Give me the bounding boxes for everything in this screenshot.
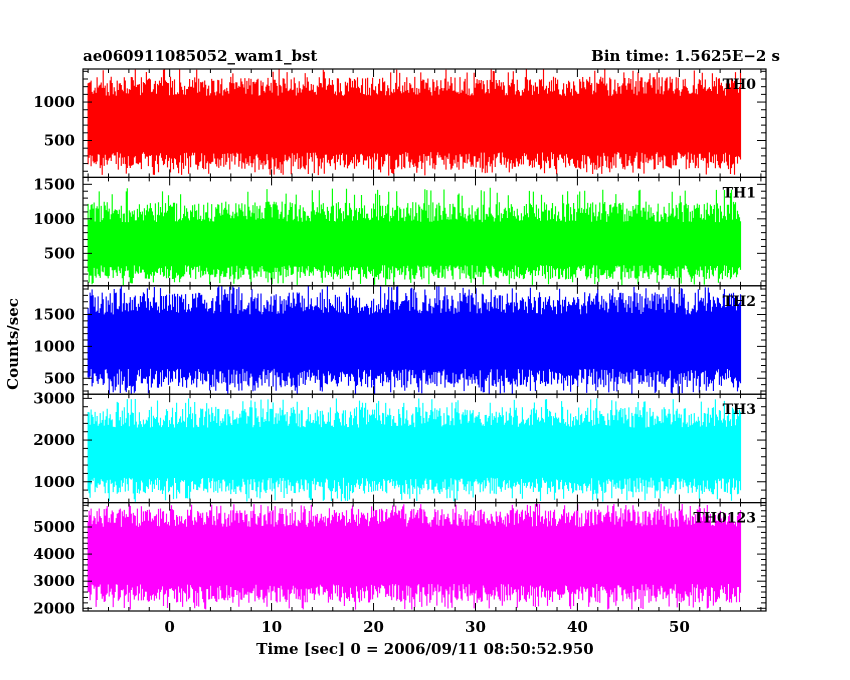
y-tick-label-th2: 1000 — [33, 337, 75, 355]
panels-layer: 5001000TH050010001500TH150010001500TH210… — [33, 68, 767, 636]
series-line-th0123 — [87, 504, 742, 610]
x-tick-label: 50 — [669, 618, 690, 636]
y-axis-label: Counts/sec — [4, 298, 22, 390]
y-tick-label-th0: 500 — [44, 131, 75, 149]
x-axis-label: Time [sec] 0 = 2006/09/11 08:50:52.950 — [256, 640, 593, 658]
y-tick-label-th1: 500 — [44, 244, 75, 262]
y-tick-label-th3: 2000 — [33, 431, 75, 449]
chart-title: ae060911085052_wam1_bst — [83, 47, 317, 65]
series-line-th0 — [87, 69, 742, 176]
panel-label-th2: TH2 — [723, 294, 756, 310]
y-tick-label-th2: 1500 — [33, 305, 75, 323]
y-tick-label-th0123: 4000 — [33, 545, 75, 563]
y-tick-label-th1: 1000 — [33, 210, 75, 228]
y-tick-label-th2: 500 — [44, 369, 75, 387]
y-tick-label-th0123: 3000 — [33, 572, 75, 590]
x-tick-label: 0 — [164, 618, 174, 636]
y-tick-label-th0123: 5000 — [33, 518, 75, 536]
y-tick-label-th0123: 2000 — [33, 599, 75, 617]
series-line-th1 — [87, 187, 742, 285]
panel-label-th1: TH1 — [723, 185, 756, 201]
panel-label-th0: TH0 — [723, 77, 757, 93]
y-tick-label-th3: 1000 — [33, 473, 75, 491]
x-tick-label: 30 — [465, 618, 486, 636]
panel-label-th0123: TH0123 — [693, 511, 756, 527]
y-tick-label-th3: 3000 — [33, 389, 75, 407]
y-tick-label-th1: 1500 — [33, 175, 75, 193]
panel-label-th3: TH3 — [723, 402, 756, 418]
series-line-th2 — [87, 285, 742, 395]
bin-time-label: Bin time: 1.5625E−2 s — [591, 47, 780, 65]
x-tick-label: 40 — [567, 618, 588, 636]
series-line-th3 — [87, 398, 742, 502]
x-tick-label: 20 — [363, 618, 384, 636]
y-tick-label-th0: 1000 — [33, 93, 75, 111]
panel-frame-th0123 — [82, 502, 767, 612]
x-tick-label: 10 — [261, 618, 282, 636]
